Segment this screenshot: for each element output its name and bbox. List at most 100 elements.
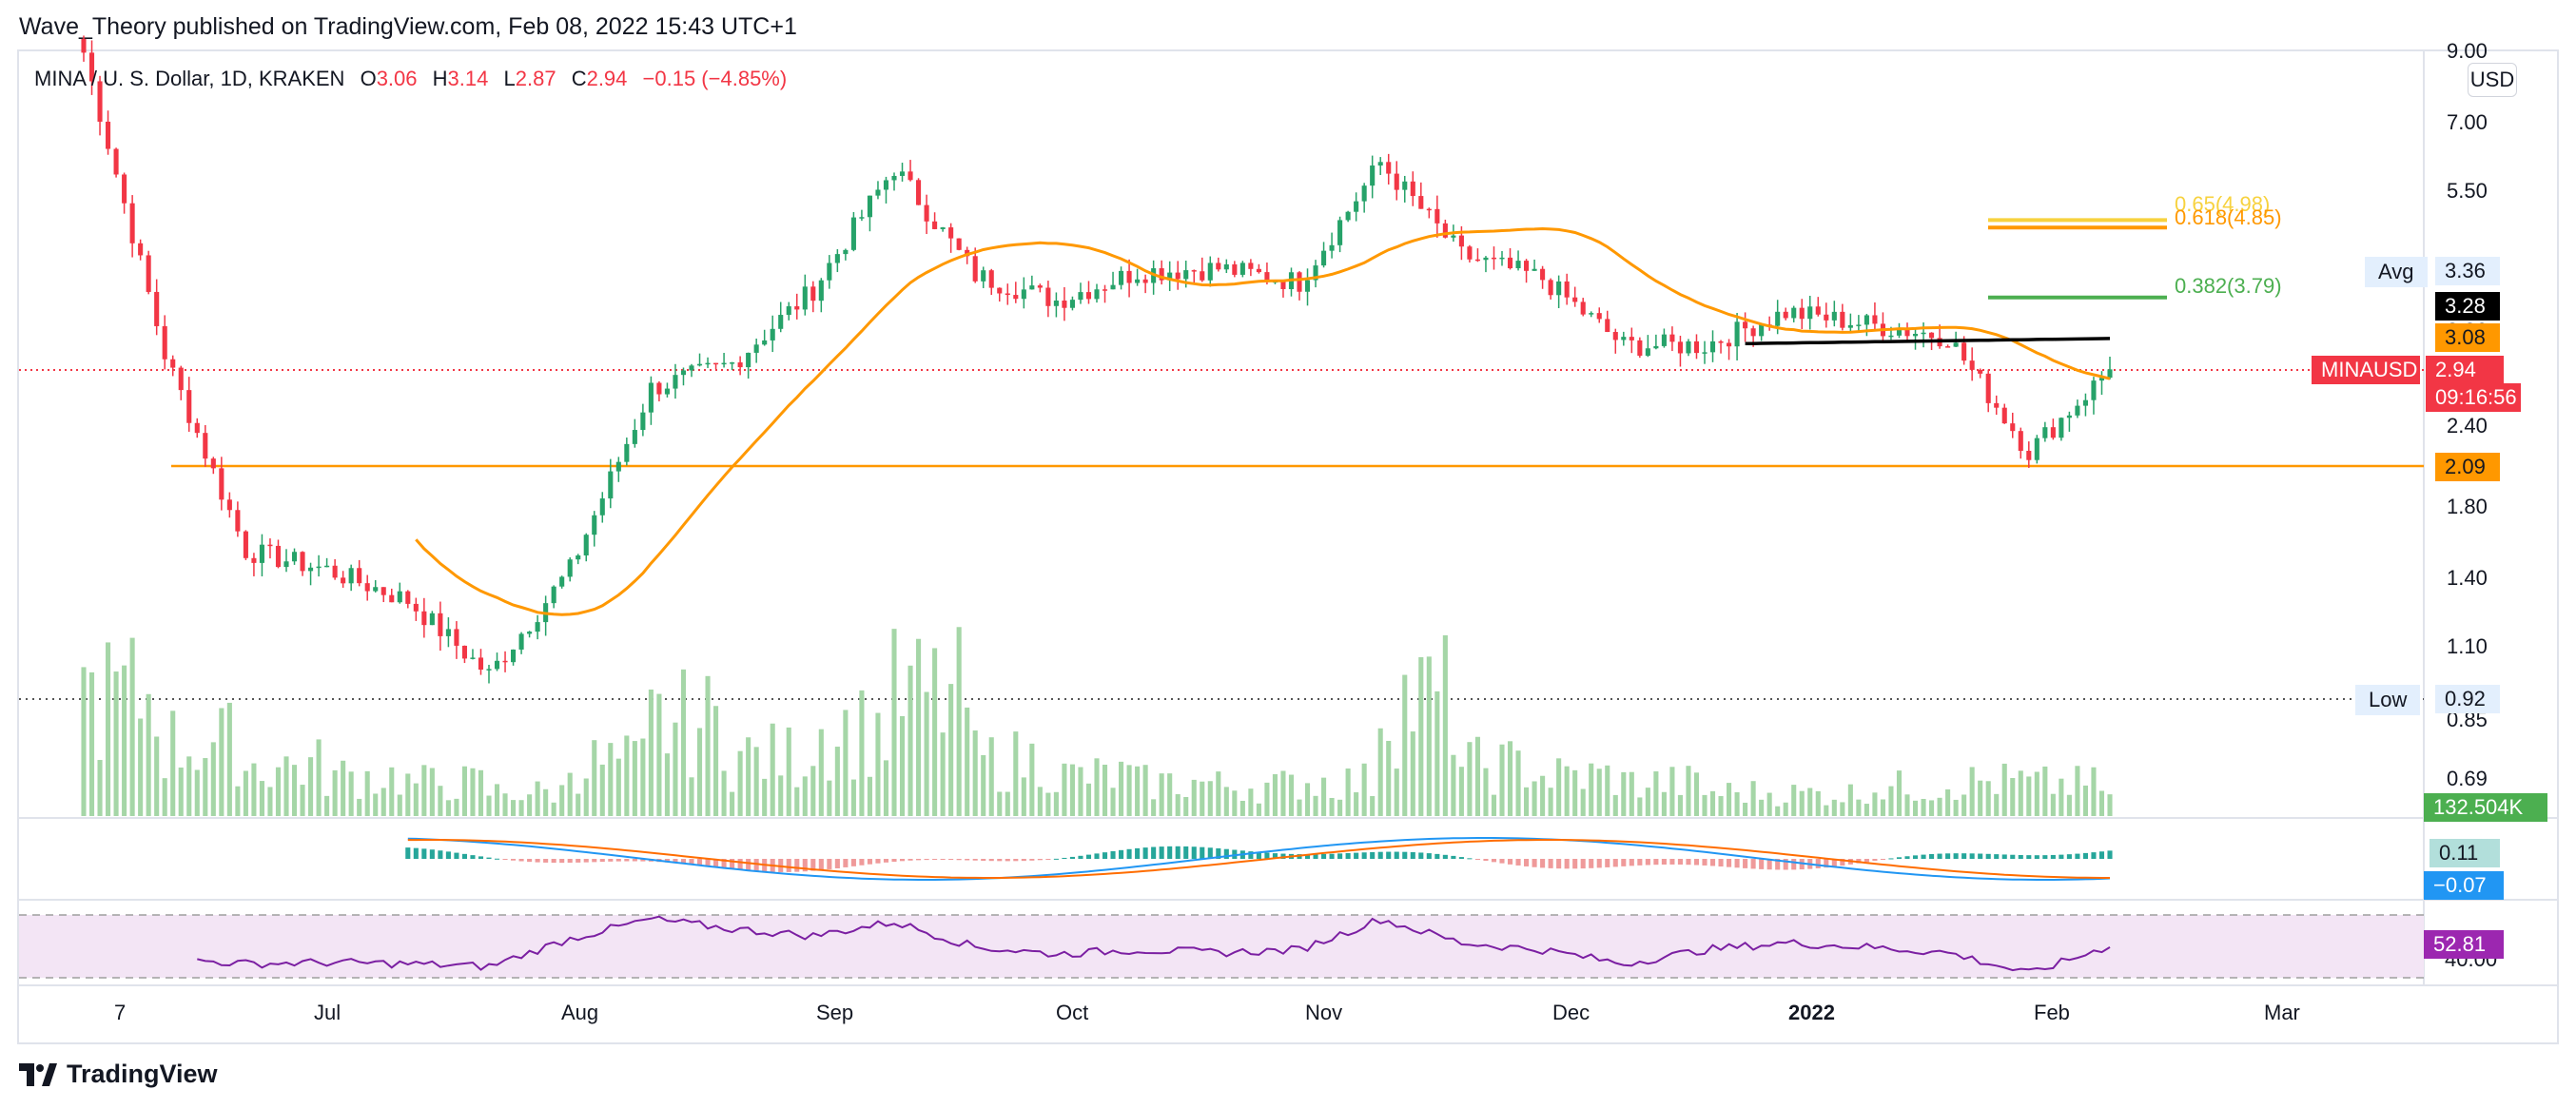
macd-bar	[1151, 846, 1157, 859]
volume-bar	[373, 793, 379, 816]
macd-bar	[1515, 859, 1521, 866]
volume-bar	[364, 770, 370, 816]
volume-bar	[405, 773, 411, 816]
volume-bar	[1458, 767, 1464, 816]
volume-bar	[1119, 761, 1124, 816]
volume-bar	[1734, 791, 1740, 816]
volume-bar	[470, 768, 476, 816]
macd-bar	[818, 859, 824, 870]
volume-bar	[1637, 797, 1643, 816]
volume-bar	[81, 667, 87, 816]
macd-bar	[997, 859, 1003, 862]
macd-bar	[1994, 854, 2000, 859]
macd-bar	[543, 859, 549, 863]
candle-body	[1718, 340, 1724, 343]
macd-bar	[1572, 859, 1578, 869]
volume-bar	[1013, 731, 1019, 816]
volume-bar	[1304, 783, 1311, 816]
candle-body	[656, 382, 662, 395]
candle-body	[551, 586, 556, 604]
candle-body	[1524, 261, 1530, 271]
macd-bar	[673, 859, 678, 864]
candle-body	[357, 568, 362, 584]
candle-body	[1126, 270, 1132, 283]
volume-bar	[713, 706, 719, 816]
legend-change: −0.15 (−4.85%)	[642, 67, 788, 90]
volume-bar	[1929, 800, 1935, 816]
macd-bar	[1653, 859, 1659, 866]
candle-body	[1896, 329, 1903, 336]
candle-body	[834, 254, 840, 263]
volume-bar	[1921, 798, 1926, 816]
macd-bar	[1094, 853, 1100, 859]
volume-bar	[219, 708, 224, 816]
candle-body	[1750, 328, 1756, 337]
macd-bar	[753, 859, 759, 872]
candle-body	[673, 375, 678, 389]
macd-bar	[899, 859, 906, 862]
macd-bar	[730, 859, 735, 869]
macd-bar	[1337, 853, 1343, 859]
macd-signal-line	[407, 839, 2110, 879]
candle-body	[1953, 342, 1959, 347]
candle-body	[1200, 271, 1205, 281]
macd-bar	[1329, 853, 1335, 859]
candle-body	[827, 263, 832, 281]
macd-bar	[405, 847, 411, 859]
candle-body	[2066, 415, 2072, 418]
candle-body	[97, 81, 103, 122]
volume-bar	[1824, 805, 1829, 816]
macd-bar	[1596, 859, 1602, 868]
macd-bar	[1775, 859, 1781, 870]
candle-body	[1929, 332, 1935, 339]
candle-body	[1119, 270, 1124, 285]
candle-body	[559, 576, 565, 587]
macd-bar	[1815, 859, 1821, 868]
candle-body	[1540, 268, 1546, 281]
candle-body	[2098, 378, 2105, 381]
macd-bar	[615, 859, 621, 862]
macd-bar	[1548, 859, 1553, 868]
macd-bar	[1458, 857, 1464, 859]
macd-bar	[1831, 859, 1837, 867]
volume-bar	[1467, 742, 1473, 816]
macd-bar	[810, 859, 816, 871]
macd-bar	[948, 859, 954, 861]
currency-button[interactable]: USD	[2468, 63, 2517, 97]
volume-bar	[1645, 788, 1650, 816]
volume-bar	[2107, 794, 2113, 816]
candle-body	[178, 367, 184, 391]
volume-bar	[640, 738, 646, 816]
candle-body	[1499, 257, 1505, 260]
macd-bar	[1069, 856, 1075, 859]
candle-body	[1175, 272, 1181, 280]
macd-bar	[1750, 859, 1756, 869]
volume-bar	[770, 723, 775, 816]
macd-bar	[1727, 859, 1732, 867]
volume-bar	[1094, 758, 1100, 816]
price-axis-tick: 7.00	[2447, 110, 2488, 134]
macd-bar	[1532, 859, 1537, 867]
macd-bar	[794, 859, 800, 872]
macd-bar	[421, 848, 427, 859]
volume-bar	[300, 785, 305, 816]
candle-body	[1045, 287, 1051, 306]
volume-bar	[1386, 740, 1392, 816]
volume-bar	[1937, 797, 1942, 816]
candle-body	[502, 660, 508, 663]
candle-body	[1142, 279, 1148, 283]
volume-bar	[381, 788, 386, 816]
candle-body	[1969, 360, 1975, 370]
candle-body	[1564, 281, 1570, 298]
tradingview-logo[interactable]: TradingView	[19, 1060, 218, 1089]
macd-bar	[1709, 859, 1716, 866]
volume-bar	[786, 727, 791, 816]
candle-body	[648, 382, 654, 413]
candle-body	[162, 325, 167, 360]
macd-bar	[827, 859, 832, 869]
macd-bar	[494, 858, 500, 860]
macd-bar	[1766, 859, 1772, 870]
candle-body	[194, 422, 200, 434]
volume-bar	[1451, 754, 1456, 816]
